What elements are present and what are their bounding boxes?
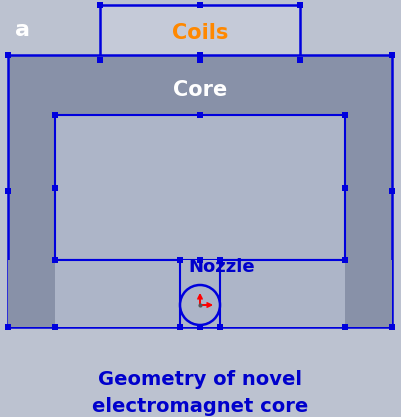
Bar [8,260,55,327]
Bar [345,260,392,327]
Bar [220,260,345,327]
Bar [100,5,300,60]
Circle shape [180,285,220,325]
Text: Coils: Coils [172,23,228,43]
Bar [55,115,345,260]
Text: Core: Core [173,80,227,100]
Bar [8,55,392,327]
Text: Nozzle: Nozzle [189,258,255,276]
Bar [55,260,345,327]
Text: a: a [14,20,30,40]
Bar [55,260,180,327]
Text: Geometry of novel
electromagnet core: Geometry of novel electromagnet core [92,370,309,416]
